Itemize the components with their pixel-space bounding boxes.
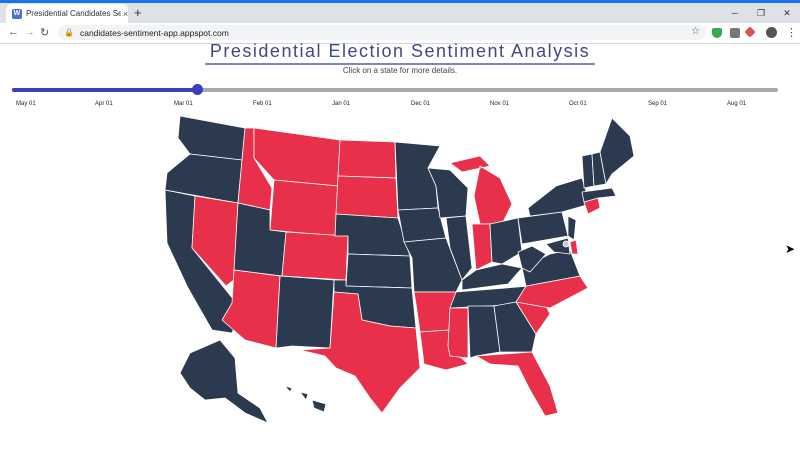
state-IA[interactable] — [397, 207, 447, 243]
close-window-button[interactable]: ✕ — [783, 8, 791, 18]
bookmark-star-icon[interactable]: ☆ — [691, 26, 700, 37]
favicon-icon: W — [12, 8, 22, 19]
state-NV[interactable] — [191, 195, 239, 287]
url-text[interactable]: candidates-sentiment-app.appspot.com — [79, 27, 229, 38]
state-CO[interactable] — [281, 231, 349, 281]
extension-icon[interactable] — [730, 28, 740, 38]
mouse-cursor-icon: ➤ — [785, 242, 796, 256]
state-IN[interactable] — [471, 223, 493, 271]
title-underline — [205, 63, 595, 65]
tab-title: Presidential Candidates Sentim — [25, 9, 121, 18]
timeline-tick-label: May 01 — [16, 101, 36, 107]
us-map — [164, 115, 635, 424]
state-MT[interactable] — [253, 127, 341, 187]
window-controls: ─ ❐ ✕ — [722, 3, 800, 23]
page-subtitle: Click on a state for more details. — [342, 66, 458, 75]
state-DC-marker[interactable] — [562, 240, 570, 248]
state-GA[interactable] — [493, 301, 537, 353]
minimize-button[interactable]: ─ — [731, 8, 739, 18]
state-OH[interactable] — [489, 217, 523, 265]
timeline-tick-label: Jan 01 — [332, 101, 351, 107]
state-TX[interactable] — [299, 291, 421, 414]
state-AK[interactable] — [179, 339, 269, 424]
back-button[interactable]: ← — [8, 26, 19, 38]
menu-icon[interactable]: ⋮ — [786, 27, 797, 39]
plugin-extension-icon[interactable] — [744, 26, 756, 38]
state-NY[interactable] — [527, 177, 591, 217]
state-PA[interactable] — [517, 211, 569, 245]
tab-close-icon[interactable]: × — [122, 8, 128, 19]
address-bar[interactable]: 🔒 candidates-sentiment-app.appspot.com ☆ — [58, 25, 706, 40]
timeline-slider-track[interactable] — [12, 88, 778, 92]
timeline-slider-handle[interactable] — [191, 84, 203, 95]
state-KS[interactable] — [345, 253, 413, 289]
restore-button[interactable]: ❐ — [756, 8, 766, 18]
state-VA[interactable] — [521, 249, 581, 287]
timeline-tick-label: Feb 01 — [253, 101, 272, 107]
state-ND[interactable] — [337, 139, 397, 179]
state-WY[interactable] — [269, 179, 339, 237]
state-MA[interactable] — [581, 187, 617, 203]
profile-avatar[interactable] — [766, 27, 777, 38]
shield-extension-icon[interactable] — [712, 28, 722, 38]
timeline-tick-label: Dec 01 — [411, 101, 431, 107]
browser-tab[interactable]: W Presidential Candidates Sentim × — [6, 4, 128, 23]
new-tab-button[interactable]: + — [134, 5, 142, 20]
state-ME[interactable] — [599, 117, 635, 185]
browser-toolbar: ← → ↻ 🔒 candidates-sentiment-app.appspot… — [0, 23, 800, 44]
state-NM[interactable] — [275, 275, 335, 349]
state-DE[interactable] — [569, 239, 579, 255]
timeline-tick-label: Aug 01 — [727, 101, 747, 107]
browser-accent-bar — [0, 0, 800, 3]
lock-icon: 🔒 — [64, 28, 74, 37]
timeline-tick-label: Nov 01 — [490, 101, 510, 107]
page-title: Presidential Election Sentiment Analysis — [209, 41, 591, 61]
timeline-tick-label: Mar 01 — [174, 101, 193, 107]
state-IL[interactable] — [445, 215, 473, 281]
state-HI[interactable] — [284, 385, 327, 413]
state-MS[interactable] — [447, 307, 469, 359]
state-SD[interactable] — [335, 175, 399, 219]
state-FL[interactable] — [475, 351, 559, 417]
state-AL[interactable] — [467, 305, 501, 359]
forward-button[interactable]: → — [24, 26, 35, 38]
timeline-slider-fill — [12, 88, 198, 92]
state-NJ[interactable] — [567, 215, 577, 241]
reload-button[interactable]: ↻ — [40, 27, 50, 39]
state-WV[interactable] — [517, 245, 547, 273]
timeline-tick-label: Sep 01 — [648, 101, 668, 107]
tab-strip: W Presidential Candidates Sentim × + ─ ❐… — [0, 3, 800, 23]
timeline-tick-label: Apr 01 — [95, 101, 113, 107]
state-WA[interactable] — [177, 115, 246, 161]
timeline-tick-label: Oct 01 — [569, 101, 587, 107]
